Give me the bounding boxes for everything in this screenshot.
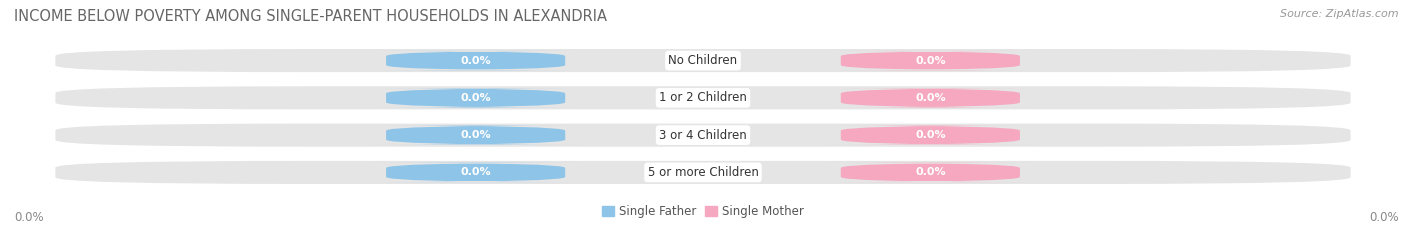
FancyBboxPatch shape: [827, 125, 1033, 145]
Text: 5 or more Children: 5 or more Children: [648, 166, 758, 179]
Text: 0.0%: 0.0%: [14, 211, 44, 224]
Text: 0.0%: 0.0%: [915, 56, 946, 65]
FancyBboxPatch shape: [373, 88, 579, 108]
FancyBboxPatch shape: [55, 86, 1351, 110]
Text: Source: ZipAtlas.com: Source: ZipAtlas.com: [1281, 9, 1399, 19]
FancyBboxPatch shape: [373, 125, 579, 145]
FancyBboxPatch shape: [55, 161, 1351, 184]
Text: INCOME BELOW POVERTY AMONG SINGLE-PARENT HOUSEHOLDS IN ALEXANDRIA: INCOME BELOW POVERTY AMONG SINGLE-PARENT…: [14, 9, 607, 24]
FancyBboxPatch shape: [373, 163, 579, 182]
FancyBboxPatch shape: [373, 51, 579, 70]
FancyBboxPatch shape: [827, 163, 1033, 182]
FancyBboxPatch shape: [55, 49, 1351, 72]
Text: 3 or 4 Children: 3 or 4 Children: [659, 129, 747, 142]
Text: 0.0%: 0.0%: [915, 130, 946, 140]
Text: 0.0%: 0.0%: [915, 168, 946, 177]
Text: 0.0%: 0.0%: [460, 168, 491, 177]
Text: 0.0%: 0.0%: [460, 93, 491, 103]
Text: No Children: No Children: [668, 54, 738, 67]
Text: 0.0%: 0.0%: [460, 56, 491, 65]
Legend: Single Father, Single Mother: Single Father, Single Mother: [602, 205, 804, 218]
Text: 0.0%: 0.0%: [460, 130, 491, 140]
FancyBboxPatch shape: [55, 123, 1351, 147]
Text: 0.0%: 0.0%: [915, 93, 946, 103]
FancyBboxPatch shape: [827, 51, 1033, 70]
Text: 0.0%: 0.0%: [1369, 211, 1399, 224]
Text: 1 or 2 Children: 1 or 2 Children: [659, 91, 747, 104]
FancyBboxPatch shape: [827, 88, 1033, 108]
